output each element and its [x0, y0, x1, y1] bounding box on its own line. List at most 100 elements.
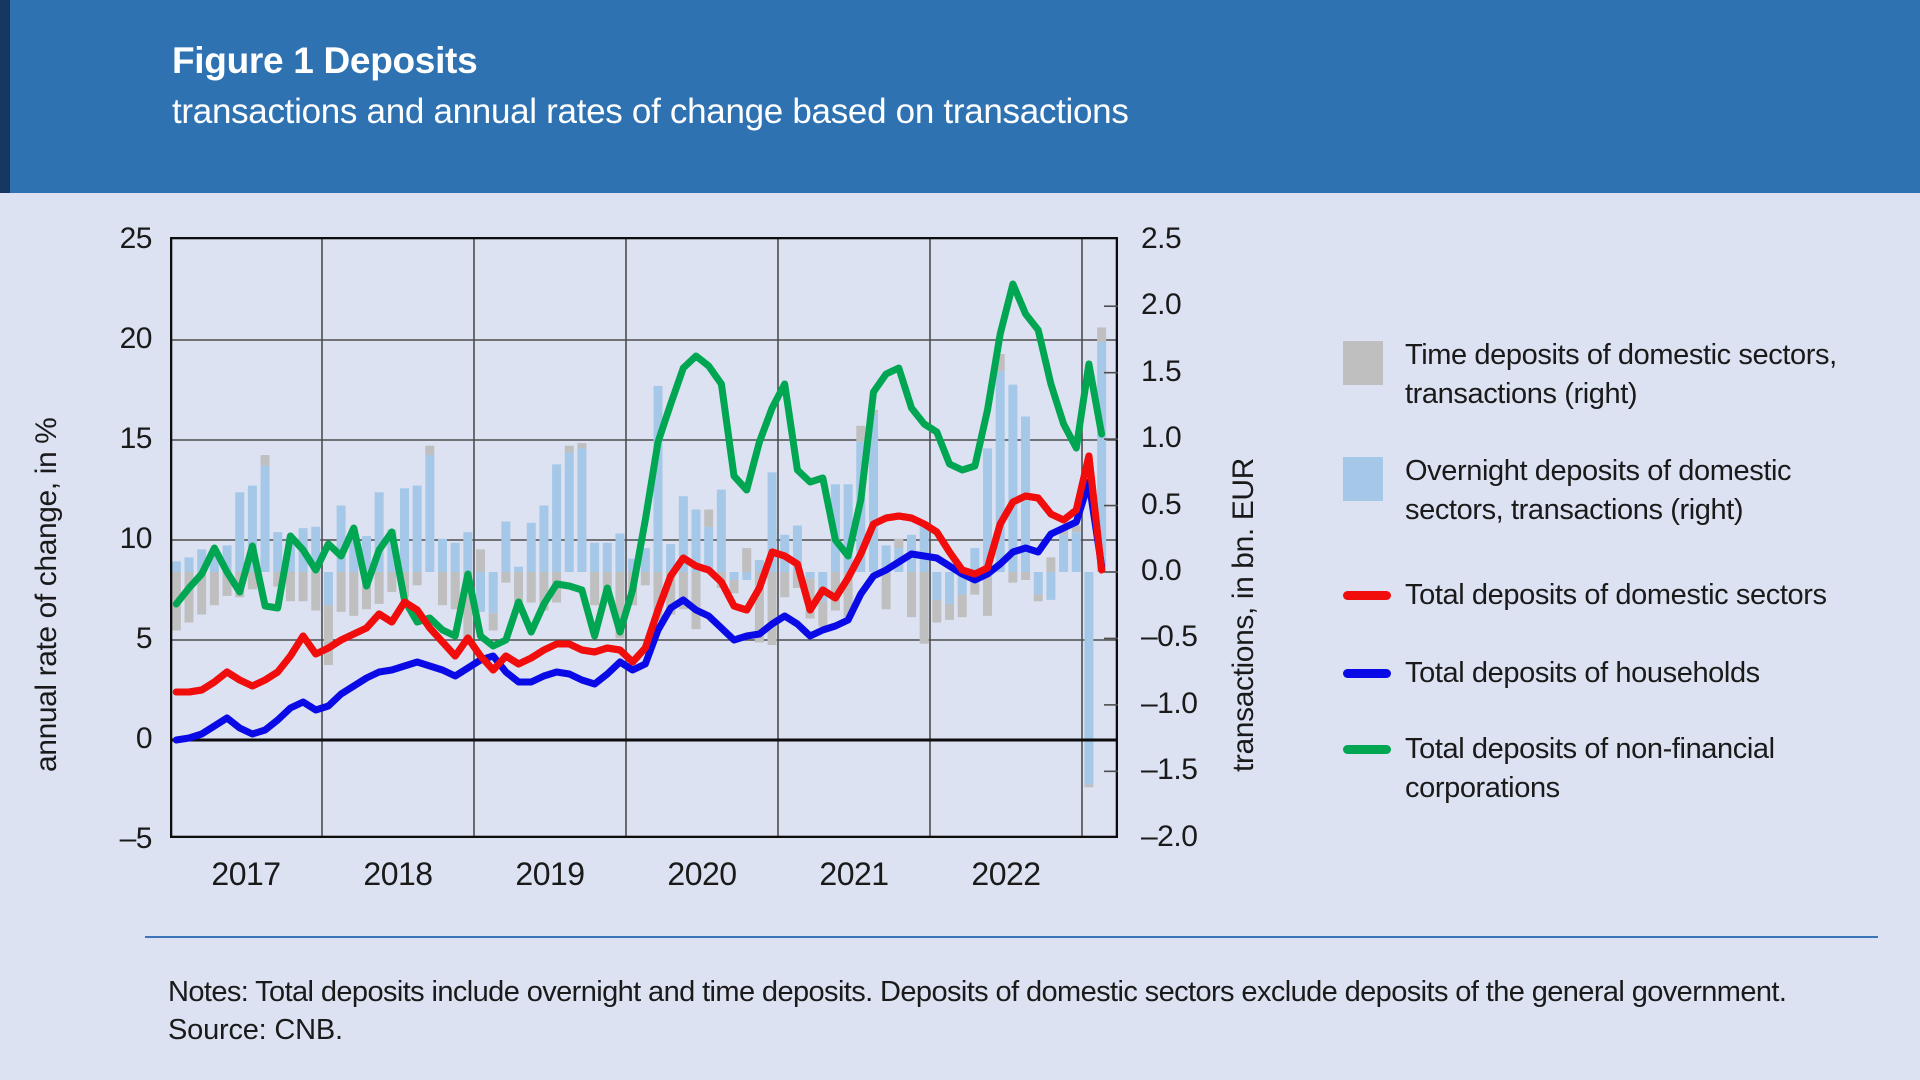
x-axis-year-2018: 2018	[363, 856, 433, 892]
line-total-domestic-sectors-top	[172, 452, 1106, 696]
bar-overnight-2017-08	[260, 465, 270, 572]
bar-overnight-2021-02	[792, 525, 802, 572]
bar-time-2017-10	[285, 572, 295, 602]
bar-time-2018-06	[387, 572, 397, 592]
bar-time-2017-07	[247, 572, 257, 590]
right-axis-tick--1.5: –1.5	[1141, 753, 1198, 787]
bar-time-2018-09	[425, 445, 435, 456]
bar-time-2022-10	[1046, 557, 1056, 572]
legend-swatch-color	[1343, 457, 1383, 501]
bar-overnight-2018-09	[425, 455, 435, 572]
deposits-chart-plot	[169, 236, 1119, 850]
bar-overnight-2022-06	[995, 371, 1005, 572]
bar-time-2021-01	[780, 572, 790, 598]
bar-time-2021-05	[830, 572, 840, 611]
bar-overnight-2019-06	[539, 505, 549, 572]
legend-swatch-color	[1343, 341, 1383, 385]
right-axis-tick-2.5: 2.5	[1141, 221, 1182, 255]
bar-overnight-2022-09	[1033, 572, 1043, 595]
bar-time-2020-10	[742, 548, 752, 572]
figure-header: Figure 1 Deposits transactions and annua…	[0, 0, 1920, 193]
bar-time-2022-05	[983, 572, 993, 616]
bar-overnight-2019-10	[590, 542, 600, 572]
bar-overnight-2020-06	[691, 509, 701, 572]
bar-time-2020-02	[640, 572, 650, 586]
right-axis-tick-1.5: 1.5	[1141, 354, 1182, 388]
left-axis-tick-20: 20	[119, 322, 153, 355]
legend-item-0: Time deposits of domestic sectors, trans…	[1343, 336, 1885, 414]
bar-time-2022-03	[957, 594, 967, 618]
bar-overnight-2020-12	[767, 472, 777, 572]
bar-overnight-2022-05	[983, 448, 993, 572]
bar-time-2021-07	[856, 425, 866, 442]
bar-overnight-2022-04	[970, 548, 980, 572]
bar-overnight-2021-12	[919, 525, 929, 572]
chart-source: Source: CNB.	[168, 1014, 343, 1046]
right-axis-title: transactions, in bn. EUR	[1227, 458, 1260, 772]
bar-overnight-2023-02	[1097, 342, 1107, 572]
right-axis-tick-2: 2.0	[1141, 288, 1182, 322]
bar-time-2019-01	[476, 549, 486, 572]
bar-time-2020-07	[704, 509, 714, 527]
bar-overnight-2018-04	[361, 536, 371, 572]
legend-bar-swatch	[1343, 336, 1405, 385]
bar-overnight-2017-03	[197, 549, 207, 572]
bar-time-2018-12	[463, 572, 473, 639]
bar-overnight-2022-02	[945, 572, 955, 604]
left-axis-tick-0: 0	[135, 722, 153, 755]
legend-label: Total deposits of households	[1405, 657, 1760, 689]
chart-notes: Notes: Total deposits include overnight …	[168, 976, 1787, 1008]
bar-time-2017-11	[298, 572, 308, 602]
legend-line-swatch	[1343, 654, 1405, 678]
bar-time-2019-05	[526, 572, 536, 603]
bar-time-2017-02	[184, 572, 194, 623]
bar-time-2018-05	[374, 572, 384, 604]
bar-time-2019-04	[514, 572, 524, 610]
bar-time-2021-12	[919, 572, 929, 644]
left-axis-tick-25: 25	[119, 222, 153, 255]
bar-overnight-2021-03	[805, 572, 815, 579]
bar-time-2023-01	[1084, 784, 1094, 788]
bar-time-2019-12	[615, 572, 625, 639]
bar-time-2021-02	[792, 572, 802, 588]
bar-time-2020-06	[691, 572, 701, 630]
bar-overnight-2020-03	[653, 385, 663, 572]
bar-time-2018-01	[323, 605, 333, 666]
bar-time-2022-12	[1071, 525, 1081, 533]
x-axis-year-2020: 2020	[667, 856, 737, 892]
bar-overnight-2018-12	[463, 532, 473, 572]
notes-divider	[145, 936, 1878, 938]
bar-time-2019-06	[539, 572, 549, 611]
bar-overnight-2019-01	[476, 572, 486, 612]
bar-overnight-2020-10	[742, 572, 752, 580]
legend-swatch-color	[1343, 591, 1391, 600]
header-accent-stripe	[0, 0, 10, 193]
bar-overnight-2019-12	[615, 533, 625, 572]
bar-overnight-2017-05	[222, 545, 232, 572]
bar-overnight-2018-03	[349, 534, 359, 572]
left-axis-tick-10: 10	[119, 522, 153, 555]
bar-time-2017-04	[209, 572, 219, 606]
bar-overnight-2017-07	[247, 485, 257, 572]
line-households	[172, 478, 1106, 744]
bar-time-2019-03	[501, 572, 511, 583]
bar-overnight-2017-12	[311, 526, 321, 572]
right-axis-tick--1: –1.0	[1141, 686, 1198, 720]
bar-time-2021-10	[894, 538, 904, 549]
legend-item-3: Total deposits of households	[1343, 654, 1885, 693]
right-axis-tick--0.5: –0.5	[1141, 620, 1198, 654]
bar-overnight-2019-08	[564, 452, 574, 572]
bar-time-2017-08	[260, 455, 270, 466]
bar-overnight-2020-05	[678, 496, 688, 572]
bar-overnight-2023-01	[1084, 572, 1094, 785]
figure-subtitle: transactions and annual rates of change …	[172, 92, 1129, 131]
right-axis-tick-1: 1.0	[1141, 421, 1182, 455]
bar-overnight-2019-09	[577, 448, 587, 572]
x-axis-year-2021: 2021	[819, 856, 889, 892]
bar-overnight-2018-10	[438, 538, 448, 572]
legend-label: Total deposits of domestic sectors	[1405, 579, 1827, 611]
left-axis-title: annual rate of change, in %	[30, 417, 63, 772]
bar-time-2020-05	[678, 572, 688, 610]
bar-time-2021-11	[906, 572, 916, 618]
